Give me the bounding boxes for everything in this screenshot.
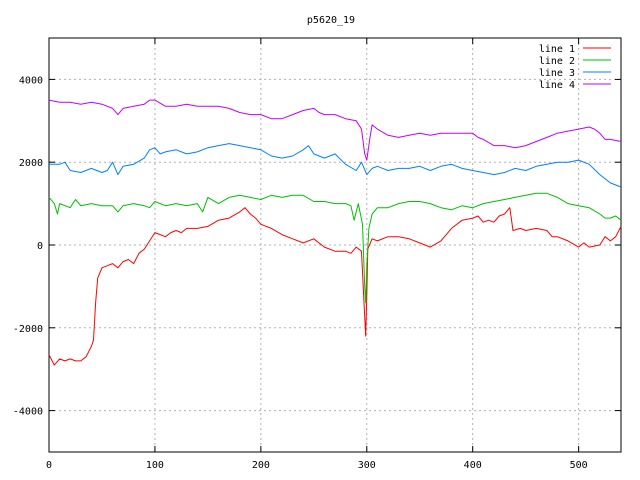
legend-label: line 4	[539, 80, 575, 91]
chart-title: p5620_19	[307, 15, 355, 26]
series-line-1	[48, 207, 622, 366]
legend-label: line 1	[539, 44, 575, 55]
legend-label: line 2	[539, 56, 575, 67]
axis-ticks: 0 100 200 300 400 500 -4000 -2000 0 2000 4000	[13, 38, 621, 471]
x-tick-label: 0	[46, 460, 52, 471]
y-tick-label: 0	[37, 241, 43, 252]
series-line-3	[49, 143, 622, 188]
x-tick-label: 400	[464, 460, 482, 471]
series-line-4	[48, 99, 622, 161]
x-tick-label: 200	[252, 460, 270, 471]
series-lines	[48, 99, 622, 366]
x-tick-label: 500	[570, 460, 588, 471]
grid	[49, 38, 621, 452]
y-tick-label: 4000	[19, 75, 43, 86]
x-tick-label: 100	[146, 460, 164, 471]
y-tick-label: 2000	[19, 158, 43, 169]
y-tick-label: -4000	[13, 407, 43, 418]
y-tick-label: -2000	[13, 324, 43, 335]
legend-label: line 3	[539, 68, 575, 79]
series-line-2	[48, 192, 622, 304]
x-tick-label: 300	[358, 460, 376, 471]
